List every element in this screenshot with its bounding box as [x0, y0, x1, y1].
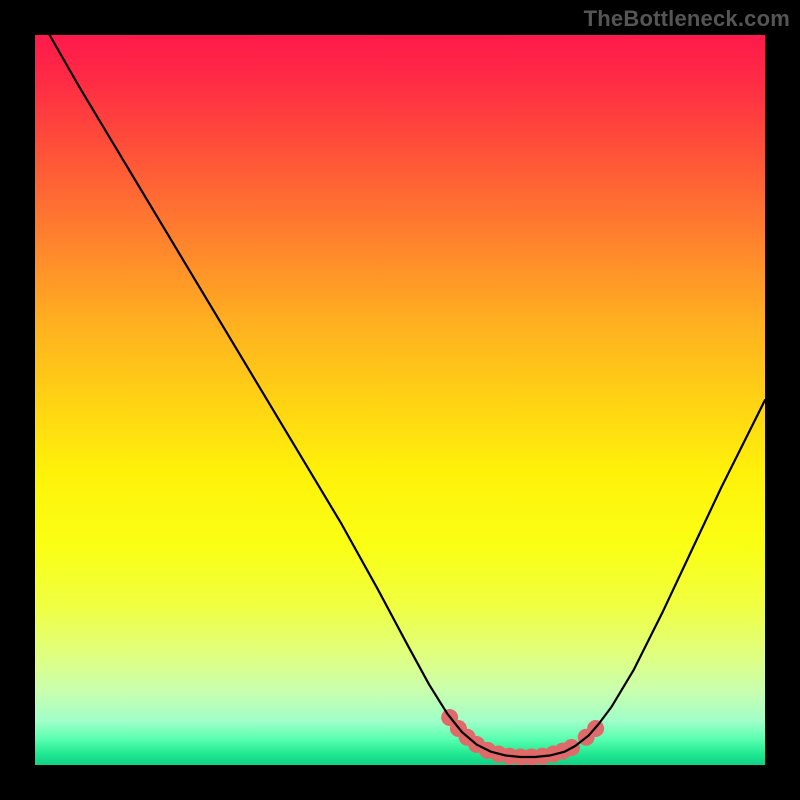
- plot-area: [35, 35, 765, 765]
- watermark-text: TheBottleneck.com: [584, 6, 790, 32]
- bottleneck-curve: [50, 35, 765, 757]
- chart-frame: TheBottleneck.com: [0, 0, 800, 800]
- curve-layer: [35, 35, 765, 765]
